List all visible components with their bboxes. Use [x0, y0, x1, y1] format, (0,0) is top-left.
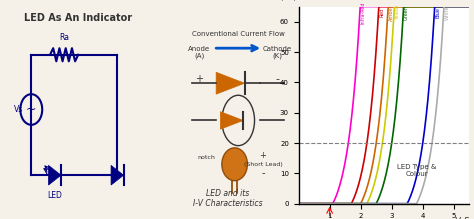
Text: White: White: [445, 5, 449, 20]
Text: LED: LED: [47, 191, 62, 200]
Text: Red: Red: [379, 8, 384, 17]
Text: Anode
(A): Anode (A): [188, 46, 210, 59]
Text: -: -: [261, 168, 265, 178]
Text: ~: ~: [26, 103, 36, 116]
Text: Cathode
(K): Cathode (K): [263, 46, 292, 59]
Text: LED Type &
Colour: LED Type & Colour: [397, 164, 436, 177]
Text: LED As An Indicator: LED As An Indicator: [24, 13, 132, 23]
Text: Amber: Amber: [389, 4, 394, 21]
Ellipse shape: [222, 148, 247, 181]
Text: +: +: [260, 151, 266, 160]
Polygon shape: [111, 165, 124, 185]
Polygon shape: [220, 112, 243, 129]
Polygon shape: [216, 72, 245, 94]
Text: Conventional Current Flow: Conventional Current Flow: [192, 31, 284, 37]
Text: +: +: [195, 74, 203, 84]
Text: Green: Green: [404, 5, 409, 20]
Text: Yellow: Yellow: [395, 5, 400, 20]
Text: (Short Lead): (Short Lead): [244, 162, 283, 167]
Text: notch: notch: [197, 155, 215, 160]
Text: -: -: [275, 74, 279, 84]
Text: Vs: Vs: [14, 105, 23, 114]
Text: Blue: Blue: [435, 7, 440, 18]
Polygon shape: [48, 165, 61, 185]
Text: LED and its
I-V Characteristics: LED and its I-V Characteristics: [193, 189, 262, 208]
Text: Infra-Red: Infra-Red: [361, 1, 366, 24]
Text: Ra: Ra: [59, 33, 69, 42]
Text: V_F: V_F: [455, 216, 469, 219]
